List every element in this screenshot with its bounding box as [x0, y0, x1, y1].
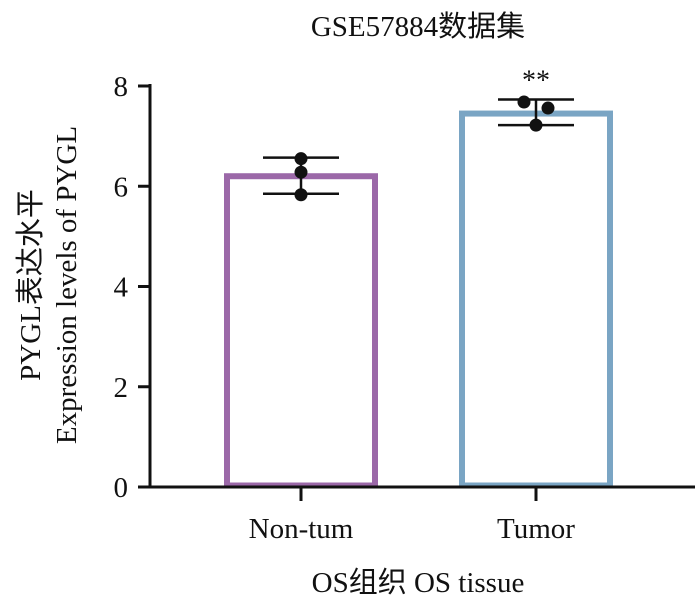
- y-axis: 0 2 4 6 8: [114, 71, 152, 504]
- bar-group-tumor: **: [459, 66, 613, 489]
- data-point: [294, 152, 308, 166]
- bar: [224, 173, 378, 489]
- y-tick-label: 6: [114, 171, 129, 203]
- bars-group: **: [224, 66, 613, 489]
- y-tick-label: 0: [114, 472, 129, 504]
- x-axis: Non-tum Tumor: [148, 485, 695, 545]
- y-tick-label: 8: [114, 71, 129, 103]
- x-tick-label: Non-tum: [249, 513, 354, 545]
- data-point: [294, 165, 308, 179]
- data-point: [541, 101, 555, 115]
- y-axis-label-chinese: PYGL表达水平: [14, 189, 47, 381]
- chart-title: GSE57884数据集: [311, 10, 525, 43]
- bar: [459, 110, 613, 489]
- y-axis-label-english: Expression levels of PYGL: [51, 126, 83, 444]
- significance-label: **: [522, 66, 550, 97]
- bar-group-non-tum: [224, 152, 378, 489]
- y-tick-label: 4: [114, 272, 129, 304]
- data-point: [294, 188, 308, 202]
- x-tick-label: Tumor: [497, 513, 575, 545]
- data-point: [529, 118, 543, 132]
- x-axis-label: OS组织 OS tissue: [312, 566, 525, 599]
- y-tick-label: 2: [114, 372, 129, 404]
- data-point: [517, 95, 531, 109]
